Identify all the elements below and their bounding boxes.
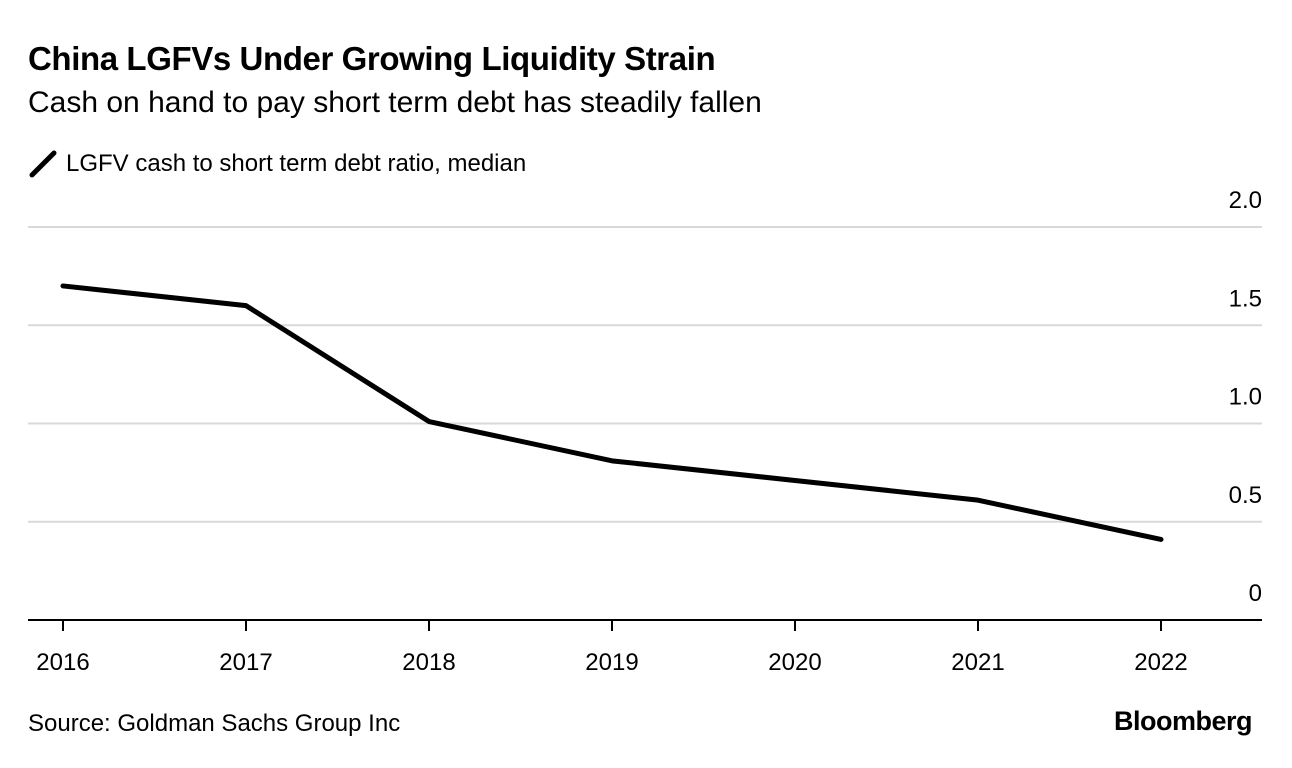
y-tick-label: 1.0 [1229, 384, 1262, 411]
x-tick-label: 2017 [219, 649, 272, 676]
legend-label: LGFV cash to short term debt ratio, medi… [66, 150, 527, 177]
bloomberg-logo: Bloomberg [1113, 706, 1253, 736]
x-tick-label: 2022 [1134, 649, 1187, 676]
x-tick-label: 2020 [768, 649, 821, 676]
y-tick-label: 0 [1249, 580, 1262, 607]
x-tick-label: 2019 [585, 649, 638, 676]
line-chart: 0 0.5 1.0 1.5 2.0 2016 2017 2018 2019 2020 2021 202… [28, 187, 1262, 676]
legend: LGFV cash to short term debt ratio, medi… [28, 148, 526, 180]
series-line [60, 283, 1164, 542]
source-note: Source: Goldman Sachs Group Inc [28, 710, 401, 737]
y-tick-label: 0.5 [1229, 482, 1262, 509]
x-tick-label: 2018 [402, 649, 455, 676]
chart-subtitle: Cash on hand to pay short term debt has … [28, 86, 762, 119]
y-tick-label: 2.0 [1229, 187, 1262, 214]
legend-line-icon [29, 150, 57, 178]
chart-title: China LGFVs Under Growing Liquidity Stra… [28, 40, 716, 77]
x-tick-label: 2021 [951, 649, 1004, 676]
x-tick-label: 2016 [36, 649, 89, 676]
y-tick-label: 1.5 [1229, 285, 1262, 312]
